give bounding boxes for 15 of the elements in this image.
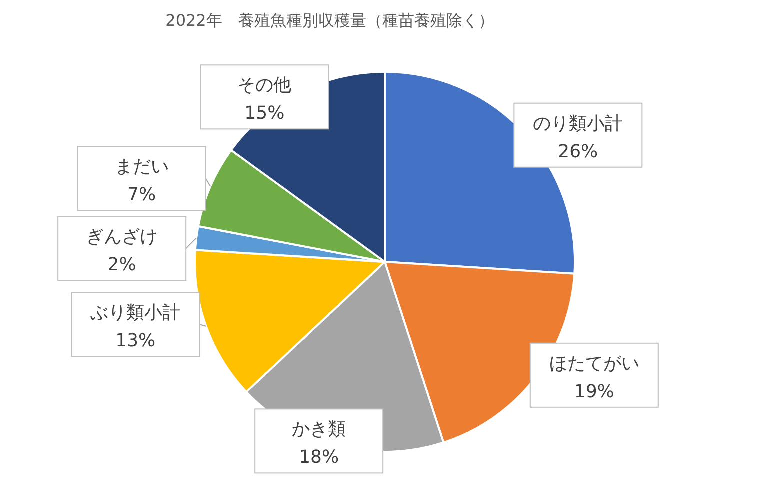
data-label: 26% [558, 141, 598, 162]
slice-label: かき類 [292, 419, 346, 440]
chart-title: 2022年 養殖魚種別収穫量（種苗養殖除く） [166, 11, 494, 30]
slice-label: のり類小計 [533, 113, 624, 134]
data-label: 18% [299, 447, 340, 468]
data-label: 13% [116, 330, 156, 352]
data-label: 2% [108, 254, 136, 276]
slice-label: ぎんざけ [86, 226, 158, 248]
data-label: 15% [244, 103, 285, 124]
data-label: 7% [128, 184, 156, 206]
slice-label: ほたてがい [549, 353, 640, 374]
data-label: 19% [574, 381, 614, 402]
slice-label: まだい [114, 156, 169, 178]
slice-label: その他 [238, 75, 292, 96]
slice-label: ぶり類小計 [90, 302, 181, 324]
